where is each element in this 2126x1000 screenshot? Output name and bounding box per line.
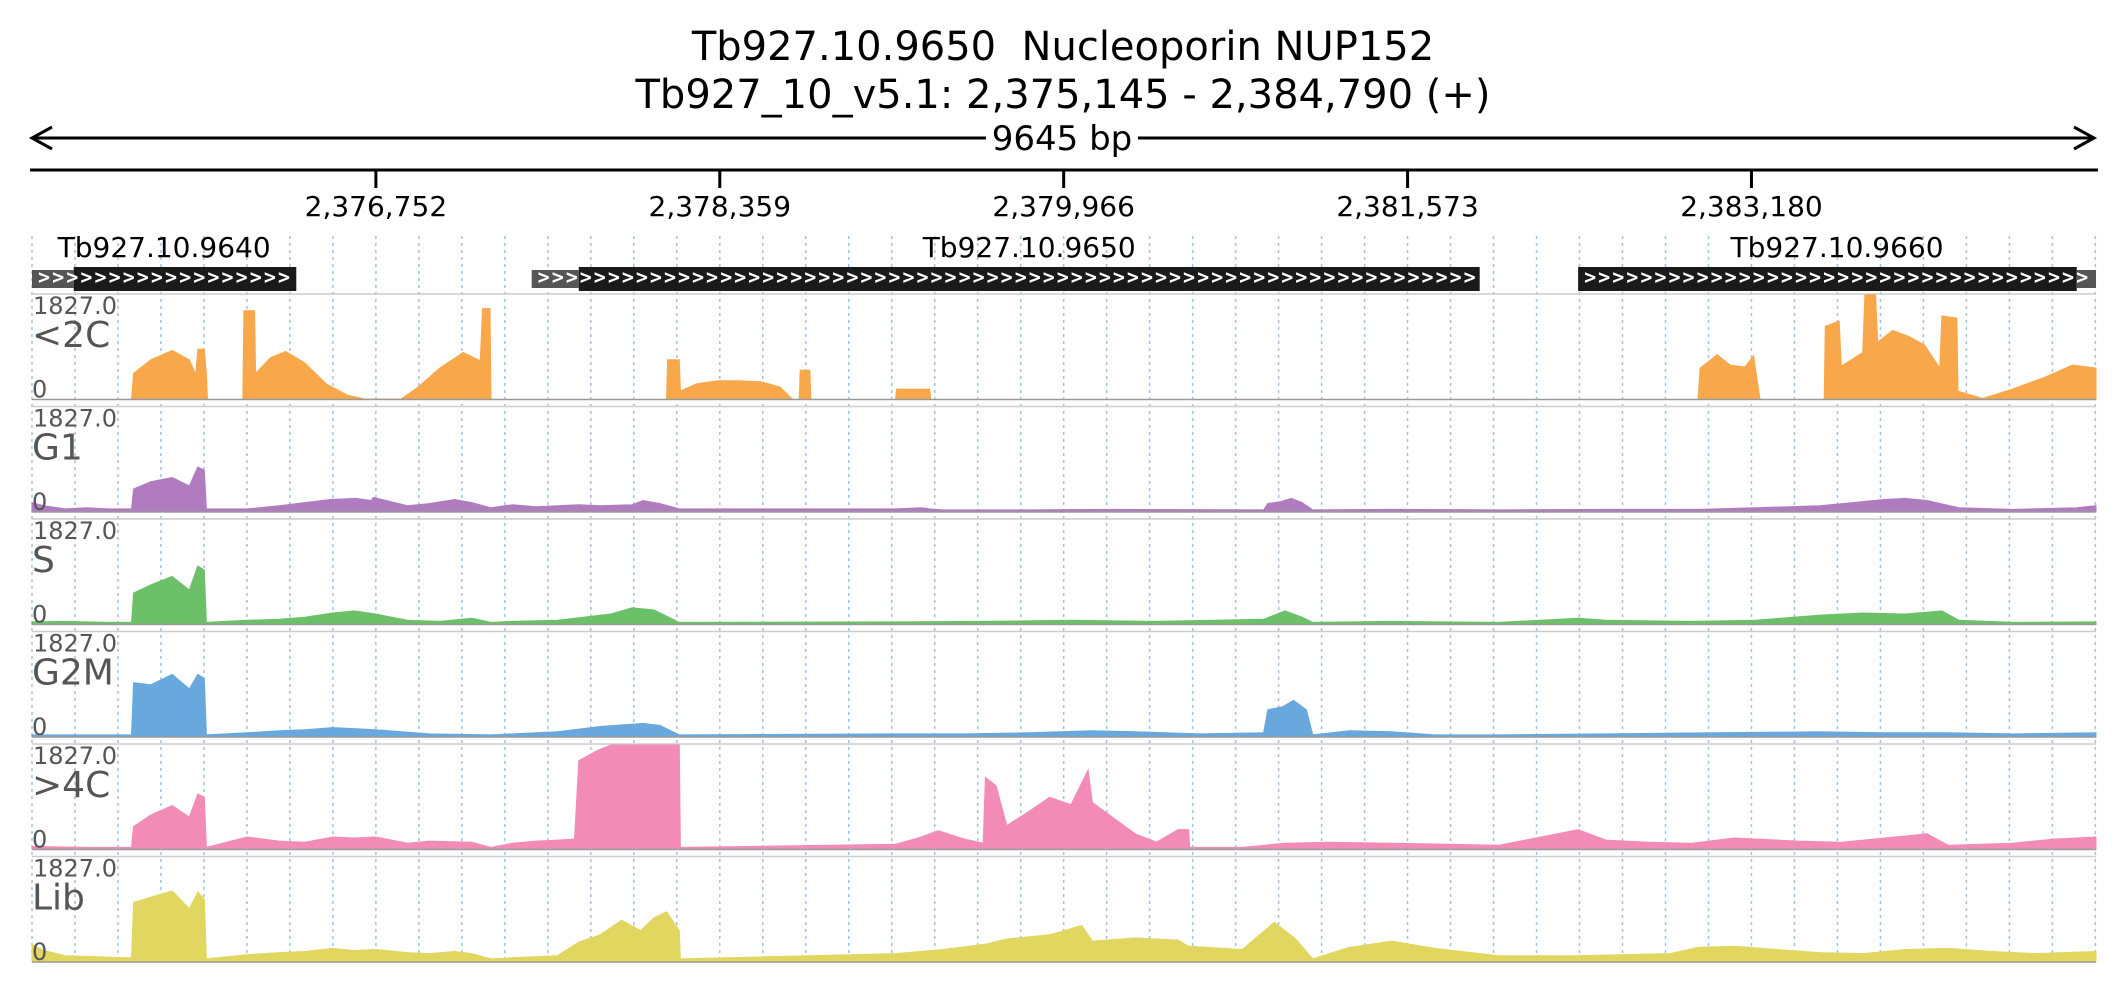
gene-label: Tb927.10.9640 <box>57 231 271 264</box>
gene-cds <box>1578 267 2077 291</box>
track-name: G2M <box>32 653 114 694</box>
x-axis: 2,376,752 2,378,359 2,379,966 2,381,573 2,38… <box>30 168 2098 223</box>
chart-title: Tb927.10.9650 Nucleoporin NUP152 <box>691 24 1434 70</box>
track-name: S <box>32 540 55 581</box>
track: 1827.0S 0 <box>31 517 2097 629</box>
gene-label: Tb927.10.9650 <box>922 231 1136 264</box>
track-max-label: 1827.0 <box>33 855 117 883</box>
track-max-label: 1827.0 <box>33 630 117 658</box>
chart-subtitle: Tb927_10_v5.1: 2,375,145 - 2,384,790 (+) <box>635 72 1491 118</box>
span-label: 9645 bp <box>992 119 1133 159</box>
track: 1827.0<2C 0 <box>32 292 2097 404</box>
x-tick-label: 2,381,573 <box>1336 190 1479 223</box>
track-min-label: 0 <box>32 826 47 854</box>
x-tick-label: 2,379,966 <box>992 190 1135 223</box>
coverage-area <box>31 565 2097 625</box>
gene-utr <box>32 270 74 288</box>
grid-lines <box>31 236 2097 962</box>
track-max-label: 1827.0 <box>33 517 117 545</box>
span-arrowhead-right <box>2073 125 2098 151</box>
gene-cds <box>578 267 1480 291</box>
track: 1827.0>4C 0 <box>31 742 2097 854</box>
coverage-area <box>31 466 2097 513</box>
gene-feature[interactable]: >>>>>>>>>>>>>>>>>>Tb927.10.9640 <box>32 231 297 291</box>
coverage-area <box>31 673 2097 738</box>
x-tick-label: 2,376,752 <box>305 190 448 223</box>
track: 1827.0G1 0 <box>31 405 2097 516</box>
track-max-label: 1827.0 <box>33 742 117 770</box>
coverage-area <box>31 890 2097 963</box>
coverage-tracks: 1827.0<2C01827.0G101827.0S01827.0G2M0182… <box>31 292 2097 966</box>
gene-feature[interactable]: >>>>>>>>>>>>>>>>>>>>>>>>>>>>>>>>>>>>Tb92… <box>1578 231 2096 291</box>
track-name: Lib <box>32 878 85 919</box>
track-min-label: 0 <box>32 601 47 629</box>
track-min-label: 0 <box>32 376 47 404</box>
span-arrow: 9645 bp <box>28 119 2098 159</box>
track-name: <2C <box>32 315 110 356</box>
gene-utr <box>2076 270 2096 288</box>
gene-cds <box>73 267 297 291</box>
track-max-label: 1827.0 <box>33 292 117 320</box>
gene-track: >>>>>>>>>>>>>>>>>>Tb927.10.9640 >>>>>>>>>… <box>32 231 2096 291</box>
strand-chevrons: >>>>>>>>>>>>>>>>>>>>>>>>>>>>>>>>>>>>>>>>… <box>538 265 1476 289</box>
track-min-label: 0 <box>32 938 47 966</box>
track-max-label: 1827.0 <box>33 405 117 433</box>
coverage-area <box>31 744 2097 850</box>
gene-feature[interactable]: >>>>>>>>>>>>>>>>>>>>>>>>>>>>>>>>>>>>>>>>… <box>531 231 1480 291</box>
track-name: >4C <box>32 765 110 806</box>
x-tick-label: 2,383,180 <box>1680 190 1823 223</box>
span-arrowhead-left <box>28 125 53 151</box>
track-name: G1 <box>32 428 83 469</box>
gene-utr <box>531 270 579 288</box>
x-tick-label: 2,378,359 <box>649 190 792 223</box>
coverage-area <box>130 294 2097 400</box>
track-min-label: 0 <box>32 713 47 741</box>
track-min-label: 0 <box>32 488 47 516</box>
gene-label: Tb927.10.9660 <box>1730 231 1944 264</box>
